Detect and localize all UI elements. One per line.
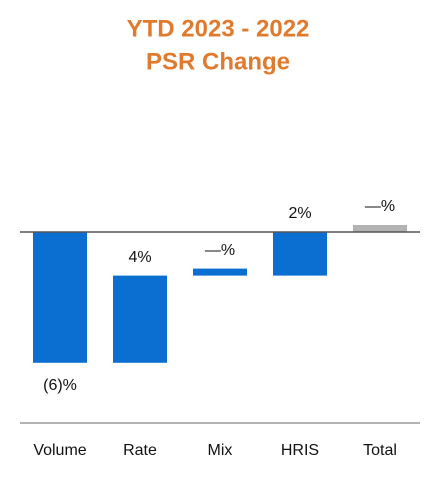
- bar: [33, 232, 87, 363]
- value-label: 2%: [288, 205, 311, 222]
- x-tick-label: Total: [363, 442, 397, 459]
- chart-title: YTD 2023 - 2022: [127, 15, 310, 42]
- x-tick-label: Rate: [123, 442, 157, 459]
- value-label: 4%: [128, 249, 151, 266]
- bar: [353, 225, 407, 232]
- x-tick-label: Volume: [33, 442, 86, 459]
- bar: [113, 275, 167, 363]
- x-tick-label: HRIS: [281, 442, 319, 459]
- value-label: (6)%: [43, 377, 77, 394]
- x-tick-label: Mix: [208, 442, 233, 459]
- bar: [193, 268, 247, 276]
- chart-subtitle: PSR Change: [146, 48, 290, 75]
- bar: [273, 232, 327, 276]
- value-label: —%: [205, 242, 235, 259]
- value-label: —%: [365, 198, 395, 215]
